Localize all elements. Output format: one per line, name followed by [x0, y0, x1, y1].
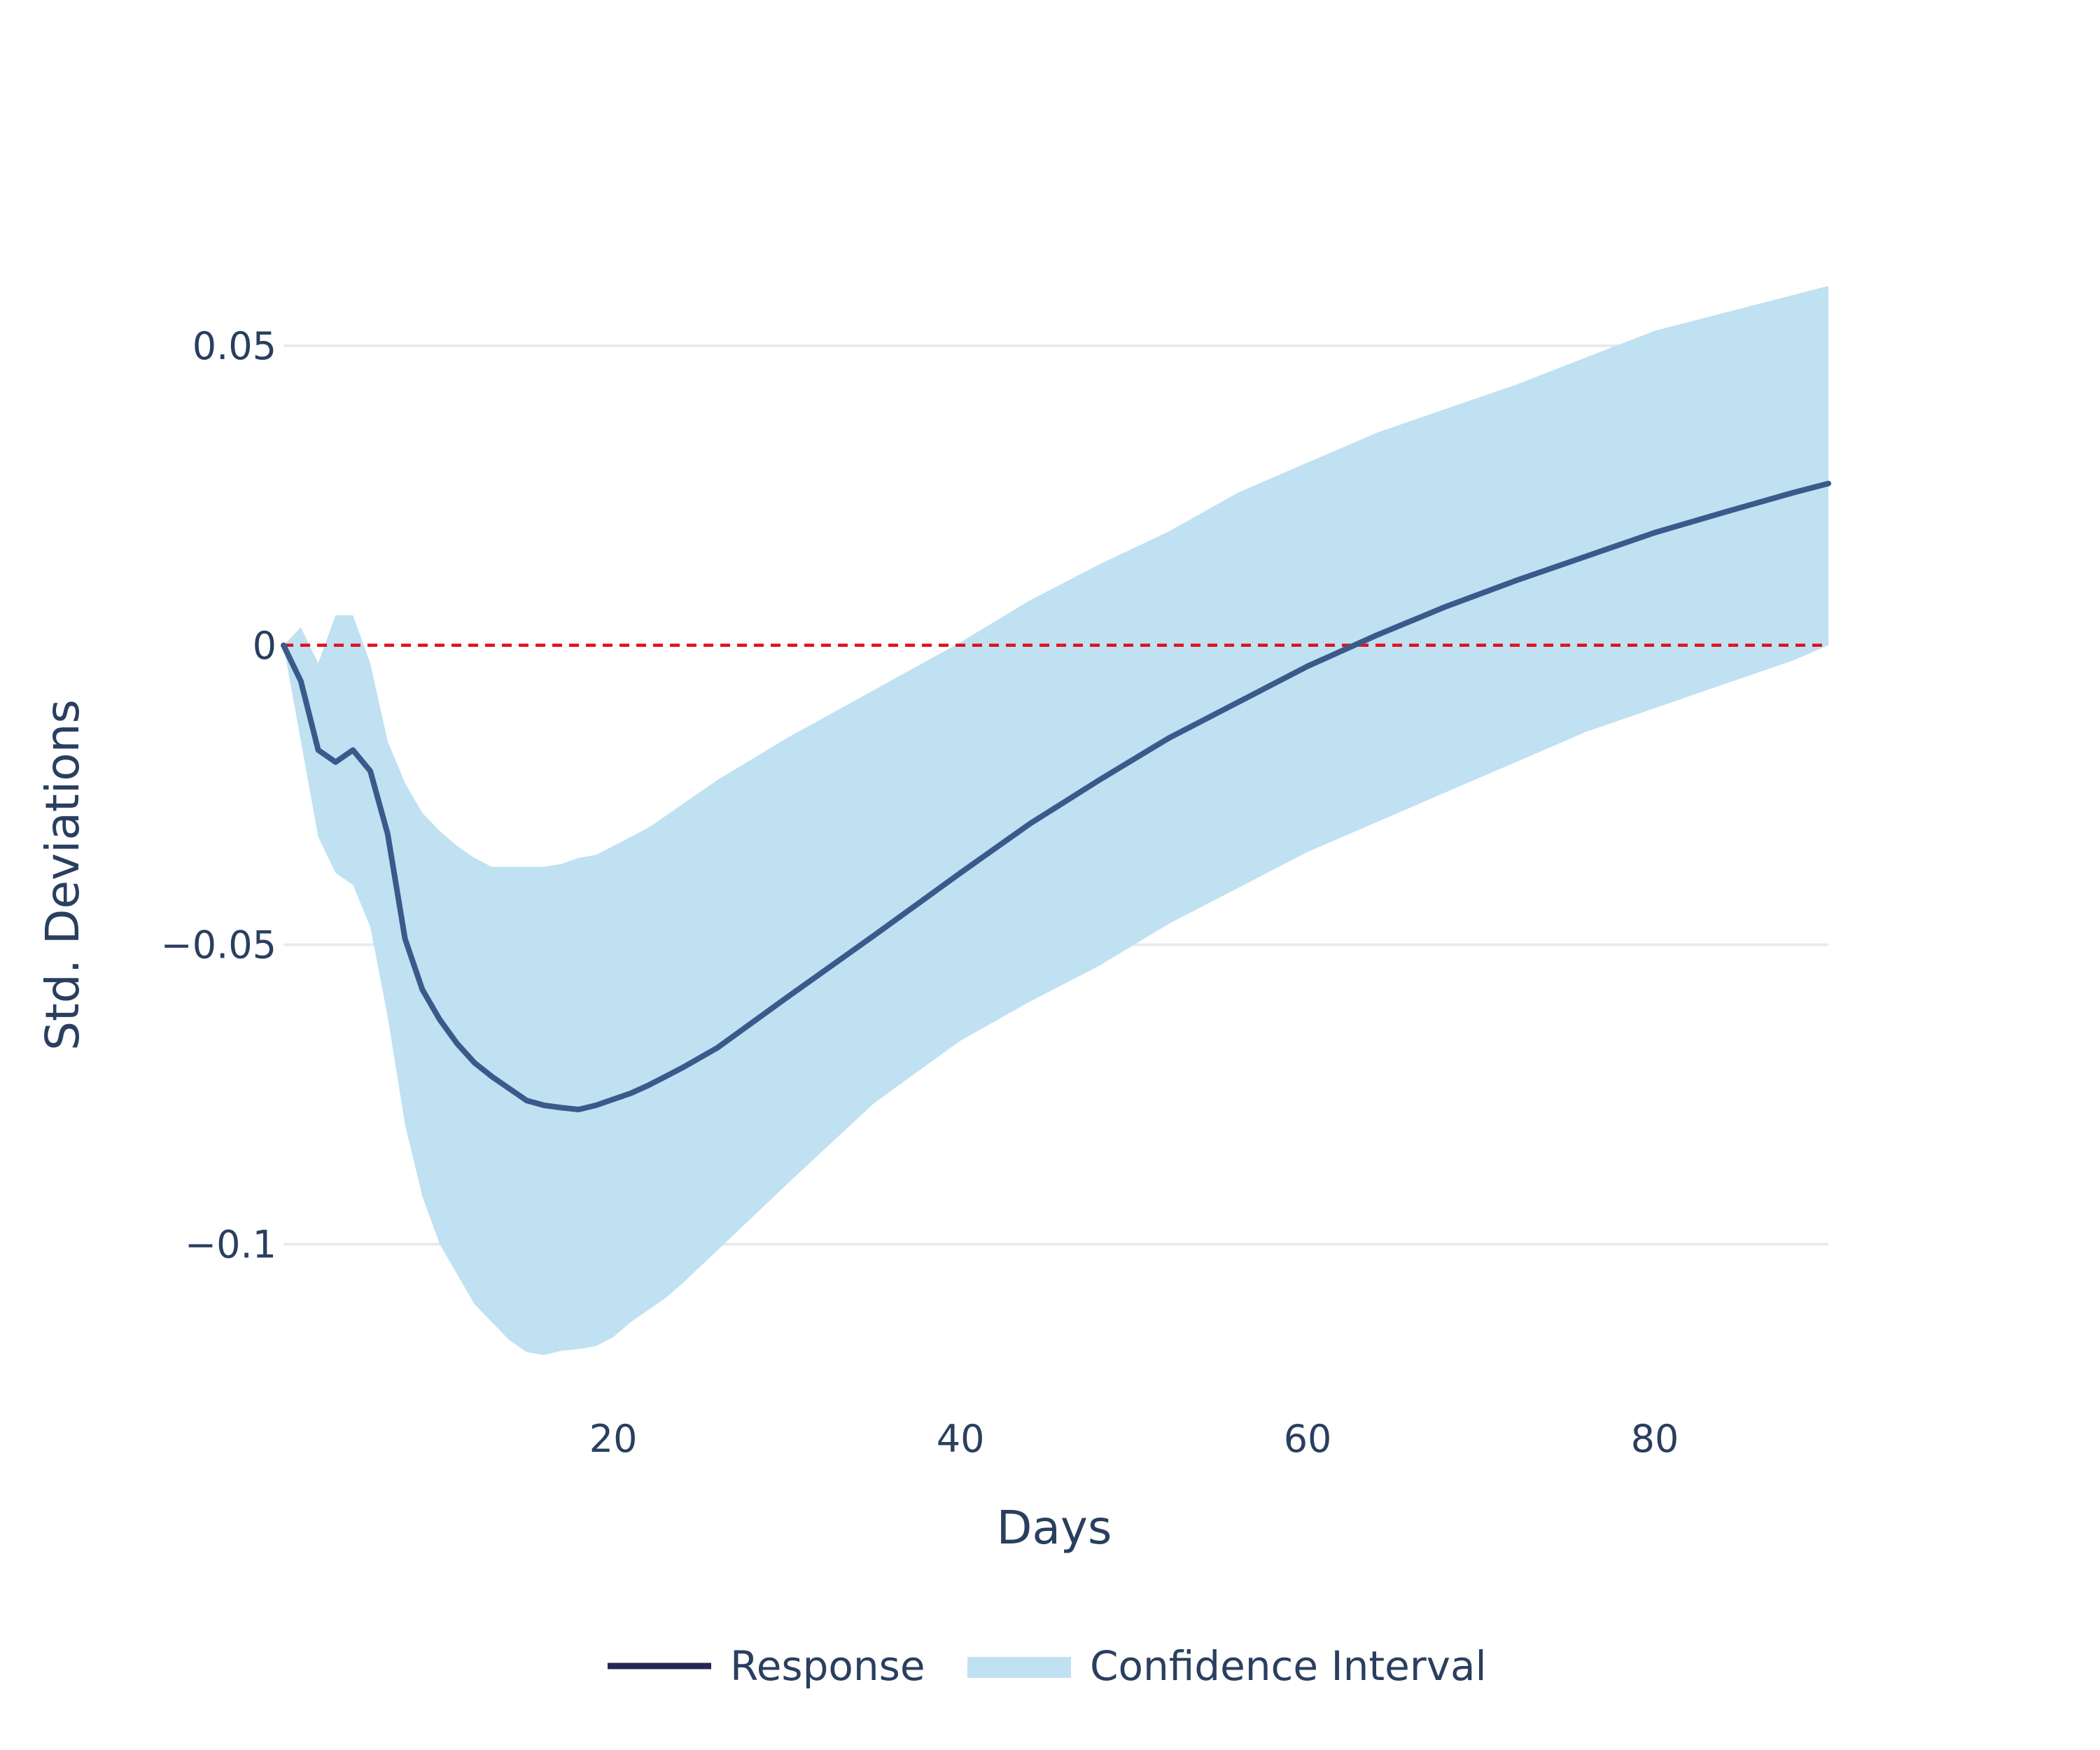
band-layer [284, 286, 1828, 1355]
x-axis-title: Days [997, 1501, 1112, 1555]
legend-response-label[interactable]: Response [730, 1642, 925, 1690]
y-tick-label: 0.05 [192, 324, 276, 368]
y-axis-title: Std. Deviations [36, 699, 90, 1051]
x-tick-label: 80 [1631, 1417, 1679, 1461]
response-line [281, 480, 1831, 1112]
x-tick-labels: 20 40 60 80 [589, 1417, 1679, 1461]
y-tick-label: 0 [253, 624, 276, 668]
y-tick-label: −0.05 [161, 923, 276, 967]
x-tick-label: 60 [1284, 1417, 1332, 1461]
confidence-interval-band [284, 286, 1828, 1355]
x-tick-label: 40 [937, 1417, 985, 1461]
y-tick-labels: 0.05 0 −0.05 −0.1 [161, 324, 276, 1267]
legend: Response Confidence Interval [608, 1642, 1487, 1690]
y-tick-label: −0.1 [185, 1223, 276, 1267]
legend-confidence-interval-label[interactable]: Confidence Interval [1090, 1642, 1487, 1690]
x-tick-label: 20 [589, 1417, 638, 1461]
line-layer [281, 480, 1831, 1112]
legend-confidence-interval-swatch[interactable] [967, 1657, 1071, 1678]
